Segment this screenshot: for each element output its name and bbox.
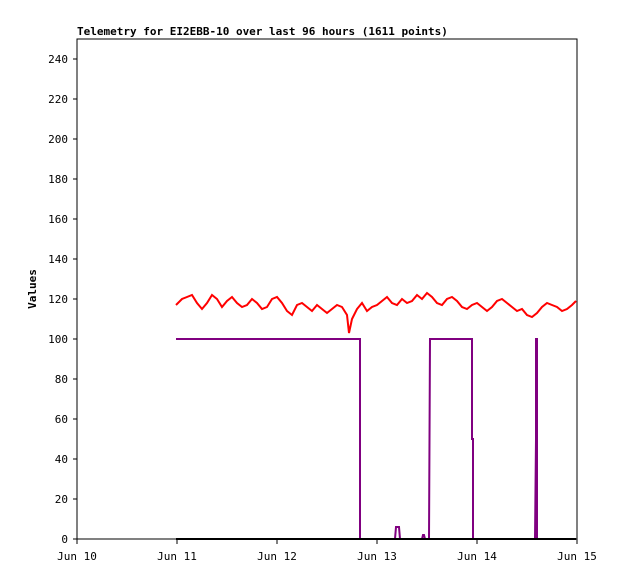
y-axis-label: Values xyxy=(26,269,39,309)
y-tick-label: 80 xyxy=(55,373,68,386)
y-tick-label: 0 xyxy=(61,533,68,546)
x-tick-label: Jun 15 xyxy=(557,550,597,563)
y-tick-label: 100 xyxy=(48,333,68,346)
y-tick-label: 180 xyxy=(48,173,68,186)
series-layer xyxy=(175,291,577,540)
y-tick-label: 40 xyxy=(55,453,68,466)
y-tick-label: 140 xyxy=(48,253,68,266)
y-axis: 0 20 40 60 80 100 120 140 160 180 200 220 240 xyxy=(48,53,77,546)
x-axis: Jun 10 Jun 11 Jun 12 Jun 13 Jun 14 Jun 15 xyxy=(57,539,597,563)
purple-series-line xyxy=(176,338,576,540)
x-tick-label: Jun 10 xyxy=(57,550,97,563)
y-tick-label: 200 xyxy=(48,133,68,146)
y-tick-label: 20 xyxy=(55,493,68,506)
x-tick-label: Jun 11 xyxy=(157,550,197,563)
plot-frame xyxy=(76,38,578,540)
chart-title: Telemetry for EI2EBB-10 over last 96 hou… xyxy=(77,25,448,38)
x-tick-label: Jun 13 xyxy=(357,550,397,563)
y-tick-label: 160 xyxy=(48,213,68,226)
y-tick-label: 240 xyxy=(48,53,68,66)
x-tick-label: Jun 12 xyxy=(257,550,297,563)
x-tick-label: Jun 14 xyxy=(457,550,497,563)
red-series-line xyxy=(175,291,577,334)
y-tick-label: 220 xyxy=(48,93,68,106)
y-tick-label: 120 xyxy=(48,293,68,306)
y-tick-label: 60 xyxy=(55,413,68,426)
